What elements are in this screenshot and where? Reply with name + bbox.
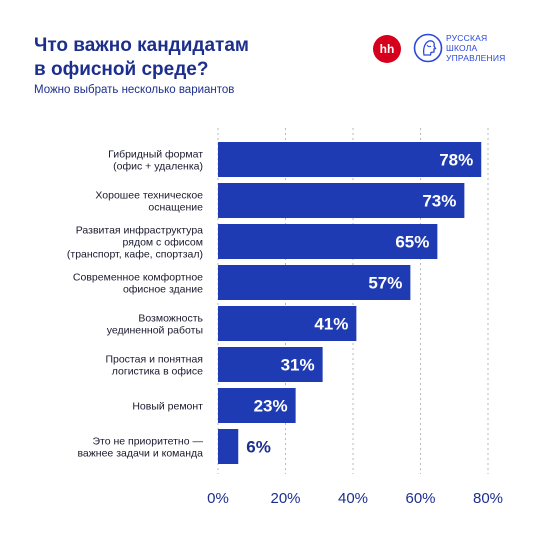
category-label: Современное комфортное офисное здание [73,272,203,296]
category-label: Новый ремонт [132,401,203,413]
category-label-line: Хорошее техническое [95,190,203,202]
bar-value-label: 6% [246,438,271,457]
category-label-line: логистика в офисе [112,366,203,378]
school-name-line: РУССКАЯ [446,33,488,43]
bar [218,224,438,259]
category-label-line: рядом с офисом [123,237,203,249]
category-label: Гибридный формат (офис + удаленка) [108,149,203,173]
x-tick-label: 0% [207,490,229,507]
category-label-line: (офис + удаленка) [113,161,203,173]
chart-title: Что важно кандидатам в офисной среде? [34,34,334,82]
category-label-line: оснащение [148,202,203,214]
category-label: Это не приоритетно — важнее задачи и кома… [77,436,203,460]
x-tick-label: 40% [338,490,368,507]
bar [218,429,239,464]
category-label: Развитая инфраструктура рядом с офисом (тр… [67,225,203,261]
bar [218,265,411,300]
bar-value-label: 57% [368,274,402,293]
school-name: РУССКАЯ ШКОЛА УПРАВЛЕНИЯ [446,33,506,63]
bar-value-label: 78% [439,151,473,170]
bar-value-label: 31% [281,356,315,375]
category-label-line: важнее задачи и команда [77,448,203,460]
x-tick-label: 60% [405,490,435,507]
bar [218,306,357,341]
bar-value-label: 65% [395,233,429,252]
chart-title-line-2: в офисной среде? [34,59,209,80]
bar-value-label: 73% [422,192,456,211]
bar [218,347,323,382]
category-label-line: Простая и понятная [105,354,203,366]
chart-subtitle: Можно выбрать несколько вариантов [34,84,235,96]
category-label-line: Современное комфортное [73,272,203,284]
hh-logo: hh [373,35,401,63]
bar [218,388,296,423]
category-label-line: офисное здание [123,284,203,296]
bar [218,183,465,218]
x-tick-label: 20% [270,490,300,507]
category-label: Хорошее техническое оснащение [95,190,203,214]
category-label-line: Возможность [138,313,203,325]
bar-value-label: 41% [314,315,348,334]
bar [218,142,482,177]
category-label-line: (транспорт, кафе, спортзал) [67,249,203,261]
category-label-line: Гибридный формат [108,149,203,161]
category-label-line: Новый ремонт [132,401,203,413]
category-label-line: Развитая инфраструктура [76,225,203,237]
category-label-line: уединенной работы [107,325,203,337]
x-tick-label: 80% [473,490,503,507]
school-emblem-icon [413,33,443,63]
category-label-line: Это не приоритетно — [92,436,203,448]
category-label: Возможность уединенной работы [107,313,204,337]
school-name-line: ШКОЛА [446,43,478,53]
school-name-line: УПРАВЛЕНИЯ [446,53,506,63]
category-label: Простая и понятная логистика в офисе [105,354,203,378]
chart-title-line-1: Что важно кандидатам [34,35,249,56]
bar-value-label: 23% [254,397,288,416]
